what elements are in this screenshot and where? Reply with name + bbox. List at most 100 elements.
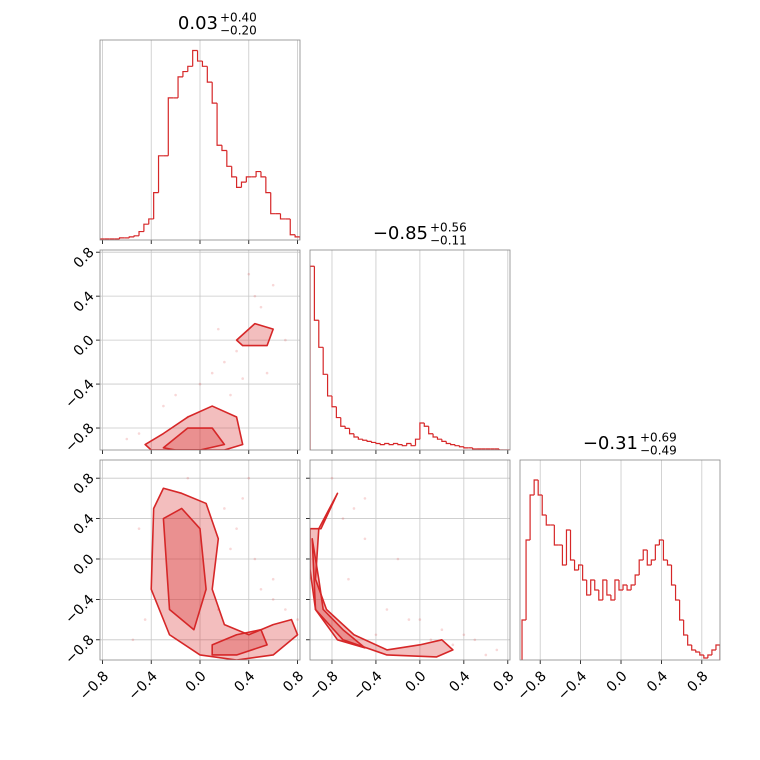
histogram-bin [626, 585, 632, 591]
sample-point [271, 283, 275, 287]
sample-point [396, 557, 400, 561]
histogram-bin [674, 585, 680, 601]
histogram-bin [148, 218, 154, 225]
histogram-bin [366, 440, 372, 442]
histogram-bin [235, 176, 242, 188]
histogram-bin [221, 145, 227, 152]
histogram-bin [678, 600, 684, 621]
sample-point [235, 527, 238, 530]
histogram-bin [289, 218, 296, 236]
histogram-bin [432, 433, 438, 438]
sample-point [253, 294, 257, 298]
histogram-bin [133, 235, 140, 237]
histogram-bin [375, 442, 381, 445]
sample-point [407, 618, 411, 621]
histogram-bin [577, 564, 583, 570]
sample-point [374, 633, 378, 637]
histogram-bin [618, 580, 624, 591]
marks [521, 479, 720, 660]
sample-point [451, 643, 455, 647]
x-tick-label: 0.0 [402, 668, 429, 695]
histogram-bin [450, 443, 456, 446]
sample-point [363, 537, 367, 541]
y-tick-label: 0.0 [71, 332, 98, 359]
histogram-bin [279, 213, 286, 220]
histogram-bin [265, 176, 271, 194]
panel-title: 0.03 [178, 13, 218, 34]
panel: −0.8 −0.4 0.0 0.4 0.8 [62, 245, 301, 456]
histogram-bin [498, 448, 504, 450]
sample-point [253, 557, 257, 561]
y-tick-label: 0.0 [71, 551, 98, 578]
histogram-bin [573, 560, 579, 571]
panel: −0.8 −0.4 0.0 0.4 0.8 [306, 459, 517, 704]
histogram-bin [521, 619, 527, 660]
histogram-bin [245, 176, 252, 183]
sample-point [235, 349, 238, 353]
histogram-bin [691, 645, 696, 651]
histogram-bin [370, 441, 376, 444]
sample-point [363, 497, 367, 500]
histogram-bin [143, 223, 149, 232]
y-tick-label: −0.8 [62, 632, 97, 667]
histogram-bin [167, 97, 174, 156]
histogram-bin [545, 515, 551, 526]
histogram-bin [695, 650, 700, 653]
x-tick-label: 0.4 [231, 668, 258, 695]
y-tick-label: −0.4 [62, 376, 97, 411]
histogram-bin [397, 443, 403, 446]
x-tick-label: 0.4 [446, 668, 473, 695]
sample-point [223, 507, 226, 510]
histogram-bin [454, 444, 460, 447]
sample-point [296, 618, 299, 621]
sample-point [247, 272, 251, 276]
sample-point [440, 628, 444, 631]
histogram-bin [353, 433, 359, 438]
histogram-bin [699, 652, 704, 656]
histogram-bin [379, 443, 385, 446]
sample-point [429, 638, 433, 642]
histogram-bin [388, 443, 394, 446]
panel: −0.8 −0.4 0.0 0.4 0.8 −0.8 −0.4 0.0 0.4 0.8 [62, 459, 307, 704]
sample-point [265, 371, 269, 375]
histogram-bin [157, 155, 164, 193]
sample-point [137, 432, 141, 435]
x-tick-label: −0.4 [126, 668, 161, 703]
sample-point [495, 648, 499, 652]
histogram-bin [529, 494, 535, 540]
histogram-bin [622, 584, 628, 590]
histogram-bin [650, 559, 656, 565]
sample-point [259, 587, 263, 591]
sample-point [125, 437, 129, 441]
histogram-bin [100, 238, 105, 240]
histogram-bin [362, 439, 368, 441]
histogram-bin [335, 406, 341, 419]
sample-point [131, 638, 135, 642]
x-tick-label: −0.8 [306, 668, 341, 703]
histogram-bin [561, 545, 567, 566]
sample-point [484, 653, 488, 657]
sample-point [137, 527, 141, 530]
histogram-bin [586, 580, 591, 596]
histogram-bin [711, 649, 716, 655]
panel-title-lower: −0.20 [220, 24, 257, 38]
histogram-bin [565, 529, 571, 565]
histogram-bin [537, 480, 543, 496]
sample-point [162, 404, 165, 408]
histogram-bin [670, 565, 676, 586]
sample-point [302, 588, 305, 591]
marks [100, 49, 300, 240]
sample-point [143, 618, 147, 621]
sample-point [385, 608, 389, 611]
panel: 0.03 +0.40−0.20 [99, 11, 301, 244]
histogram-bin [294, 234, 300, 240]
histogram-bin [322, 347, 328, 375]
histogram-bin [310, 265, 315, 450]
histogram-bin [646, 550, 652, 566]
sample-point [271, 577, 275, 581]
sample-point [241, 497, 244, 500]
sample-point [473, 638, 477, 642]
x-tick-label: −0.4 [555, 668, 590, 703]
panel-frame [519, 459, 721, 661]
sample-point [330, 476, 334, 480]
